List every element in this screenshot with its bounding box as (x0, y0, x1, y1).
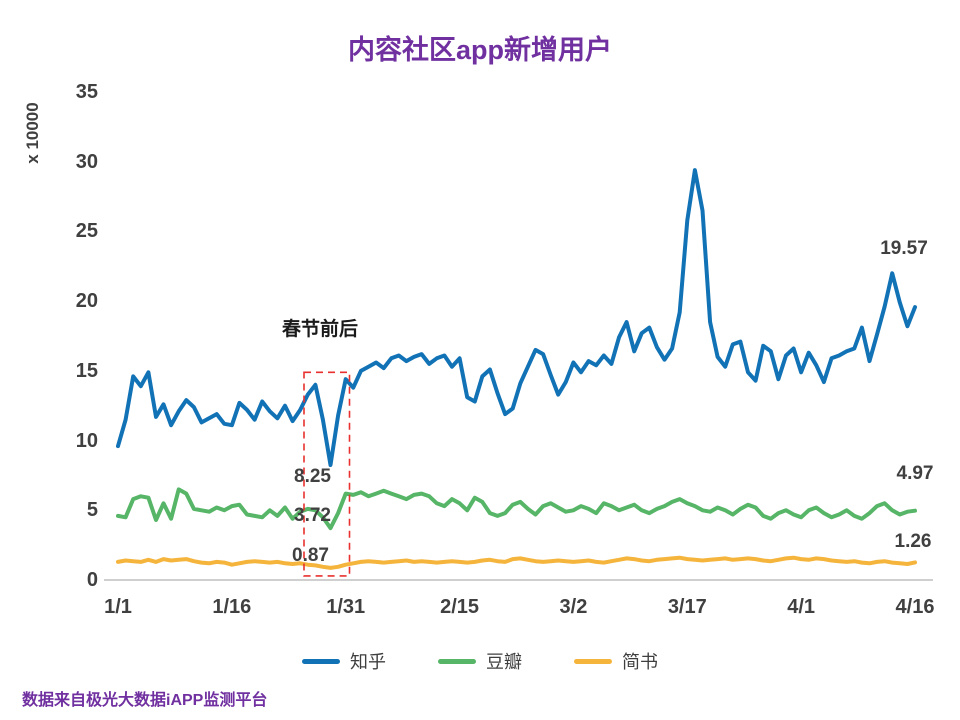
legend-item-jianshu: 简书 (574, 648, 658, 674)
y-tick-label: 20 (75, 290, 98, 313)
end-value-douban: 4.97 (896, 463, 934, 484)
y-tick-label: 35 (75, 81, 98, 103)
y-tick-label: 25 (75, 220, 98, 243)
y-tick-label: 10 (75, 429, 98, 452)
x-tick-label: 2/15 (440, 596, 480, 618)
y-tick-label: 0 (86, 569, 98, 591)
jianshu-line (116, 555, 917, 570)
x-tick-label: 3/17 (667, 596, 707, 618)
x-tick-label: 1/1 (104, 596, 132, 618)
dip-value-douban: 3.72 (294, 505, 331, 526)
legend-label-douban: 豆瓣 (486, 652, 522, 672)
page-title: 内容社区app新增用户 (347, 35, 612, 65)
end-value-zhihu: 19.57 (880, 238, 928, 259)
spring-festival-box (303, 371, 351, 577)
end-value-jianshu: 1.26 (894, 531, 932, 552)
spring-festival-annotation: 春节前后 (281, 319, 358, 341)
x-tick-label: 3/2 (559, 596, 588, 618)
jianshu-line-swatch (574, 658, 612, 664)
zhihu-line-swatch (302, 658, 340, 664)
dip-value-jianshu: 0.87 (292, 545, 329, 566)
legend-item-zhihu: 知乎 (302, 648, 386, 674)
x-tick-label: 4/1 (787, 596, 816, 618)
legend-label-zhihu: 知乎 (350, 652, 386, 672)
y-tick-label: 30 (75, 150, 98, 173)
legend-label-jianshu: 简书 (622, 652, 658, 672)
y-tick-label: 5 (86, 499, 98, 522)
data-source-note: 数据来自极光大数据iAPP监测平台 (22, 692, 268, 709)
x-tick-label: 1/16 (212, 596, 252, 618)
douban-line-swatch (438, 658, 476, 664)
zhihu-line (116, 168, 917, 467)
x-tick-label: 4/16 (895, 596, 935, 618)
chart-legend: 知乎 豆瓣 简书 (0, 648, 960, 674)
dip-value-zhihu: 8.25 (294, 466, 331, 487)
x-tick-label: 1/31 (326, 596, 366, 618)
legend-item-douban: 豆瓣 (438, 648, 522, 674)
douban-line (116, 487, 917, 531)
y-tick-label: 15 (75, 359, 98, 382)
